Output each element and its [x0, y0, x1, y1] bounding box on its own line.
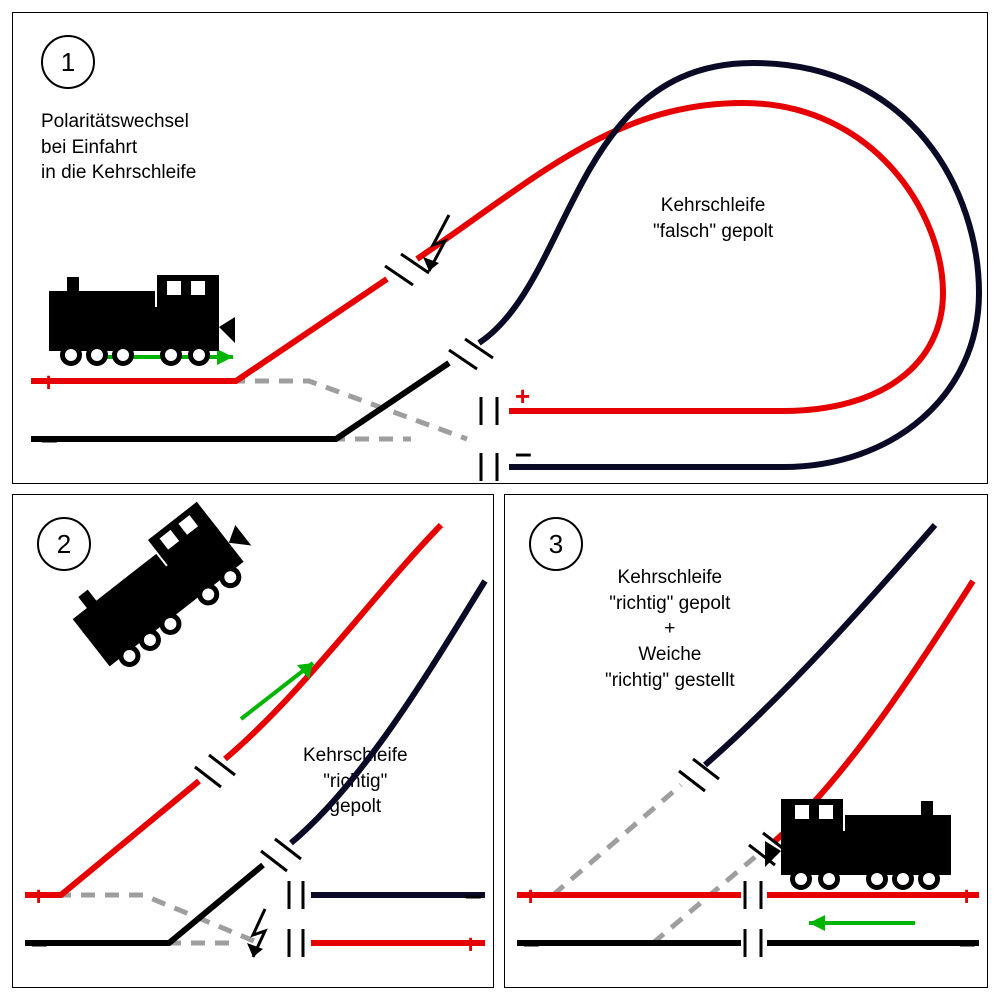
plus-sign: +	[41, 367, 56, 398]
plus-sign: +	[515, 381, 530, 412]
lightning-icon	[247, 909, 265, 957]
plus-sign: +	[959, 881, 974, 912]
minus-sign: –	[465, 879, 482, 913]
plus-sign: +	[463, 929, 478, 960]
locomotive-icon	[765, 799, 951, 890]
locomotive-icon	[49, 275, 235, 366]
minus-sign: –	[959, 927, 976, 961]
panel-3: 3 Kehrschleife "richtig" gepolt + Weiche…	[504, 494, 988, 988]
minus-sign: –	[41, 423, 58, 457]
panel-2: 2 Kehrschleife "richtig" gepolt	[12, 494, 494, 988]
locomotive-icon	[63, 495, 266, 678]
panel-1-tracks	[13, 13, 989, 485]
minus-sign: –	[515, 437, 532, 471]
minus-sign: –	[523, 927, 540, 961]
panel-2-tracks	[13, 495, 495, 989]
minus-sign: –	[31, 927, 48, 961]
plus-sign: +	[523, 881, 538, 912]
direction-arrow	[809, 915, 915, 931]
plus-sign: +	[31, 881, 46, 912]
panel-1: 1 Polaritätswechsel bei Einfahrt in die …	[12, 12, 988, 484]
lightning-icon	[423, 215, 449, 271]
panel-3-tracks	[505, 495, 989, 989]
diagram-canvas: 1 Polaritätswechsel bei Einfahrt in die …	[0, 0, 1000, 1000]
